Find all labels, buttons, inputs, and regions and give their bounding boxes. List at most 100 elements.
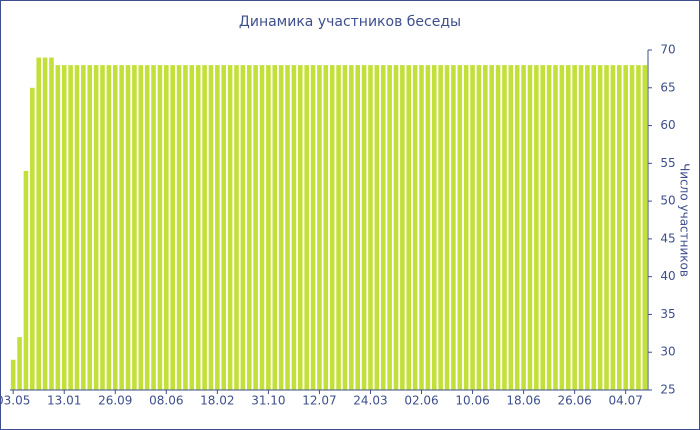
bar (412, 65, 418, 390)
bar (521, 65, 526, 390)
bar (585, 65, 590, 390)
x-tick-label: 04.07 (608, 394, 642, 408)
bar (30, 87, 35, 391)
bar (119, 65, 124, 390)
bar (642, 65, 648, 390)
bar (227, 65, 233, 390)
bar (476, 65, 482, 390)
bar (387, 65, 392, 390)
bar (272, 65, 278, 390)
bar (310, 65, 316, 390)
x-tick-label: 26.09 (98, 394, 132, 408)
bar (495, 65, 501, 390)
bar (61, 65, 67, 390)
bar (565, 65, 571, 390)
bar (253, 65, 258, 390)
bar (636, 65, 641, 390)
bar (489, 65, 494, 390)
bar (540, 65, 546, 390)
x-tick-label: 31.10 (251, 394, 285, 408)
chart-title: Динамика участников беседы (239, 14, 461, 30)
bar (419, 65, 424, 390)
bar (164, 65, 169, 390)
x-tick-label: 26.06 (557, 394, 591, 408)
bar (444, 65, 450, 390)
x-tick-label: 03.05 (0, 394, 30, 408)
bar (42, 57, 48, 391)
bar (144, 65, 150, 390)
bar (74, 65, 80, 390)
bar (329, 65, 335, 390)
bar (151, 65, 156, 390)
y-tick-label: 40 (660, 269, 675, 283)
bar (431, 65, 437, 390)
bar (240, 65, 246, 390)
x-tick-label: 18.02 (200, 394, 234, 408)
bar (195, 65, 201, 390)
bar (323, 65, 329, 390)
bar (87, 65, 93, 390)
bar (17, 337, 22, 390)
bar (23, 170, 29, 390)
bar (336, 65, 341, 390)
bar (215, 65, 220, 390)
bar (470, 65, 475, 390)
bar (68, 65, 73, 390)
bar (93, 65, 99, 390)
bar (553, 65, 558, 390)
bar (132, 65, 137, 390)
bar (266, 65, 271, 390)
bar (189, 65, 195, 390)
x-tick-label: 10.06 (455, 394, 489, 408)
bar (368, 65, 373, 390)
x-tick-label: 13.01 (47, 394, 81, 408)
bar (610, 65, 616, 390)
bar (106, 65, 112, 390)
y-tick-label: 65 (660, 80, 675, 94)
x-tick-label: 24.03 (353, 394, 387, 408)
bar (457, 65, 463, 390)
y-tick-label: 55 (660, 156, 675, 170)
bar (304, 65, 309, 390)
bar (202, 65, 207, 390)
bar (234, 65, 239, 390)
bar (527, 65, 533, 390)
y-tick-label: 35 (660, 307, 675, 321)
bar (285, 65, 290, 390)
bar (406, 65, 412, 390)
bar (546, 65, 552, 390)
bar (10, 359, 16, 390)
bar (55, 65, 61, 390)
bar (578, 65, 584, 390)
bar (604, 65, 609, 390)
y-tick-label: 60 (660, 118, 675, 132)
bar (629, 65, 635, 390)
bar (514, 65, 520, 390)
y-tick-label: 50 (660, 194, 675, 208)
bar (616, 65, 622, 390)
bar (49, 57, 54, 391)
x-tick-label: 02.06 (404, 394, 438, 408)
bar (400, 65, 405, 390)
bar (259, 65, 265, 390)
bar (317, 65, 322, 390)
bar (246, 65, 252, 390)
bar (278, 65, 284, 390)
x-tick-label: 12.07 (302, 394, 336, 408)
bar (425, 65, 431, 390)
bar (374, 65, 380, 390)
bar (355, 65, 361, 390)
bar (297, 65, 303, 390)
bar (176, 65, 182, 390)
bar (291, 65, 297, 390)
bar (393, 65, 399, 390)
x-tick-label: 18.06 (506, 394, 540, 408)
bar (81, 65, 86, 390)
bar (483, 65, 488, 390)
y-axis-title: Число участников (678, 163, 692, 277)
bar (112, 65, 118, 390)
bar (349, 65, 354, 390)
bar (508, 65, 514, 390)
bar (208, 65, 214, 390)
bar (138, 65, 144, 390)
